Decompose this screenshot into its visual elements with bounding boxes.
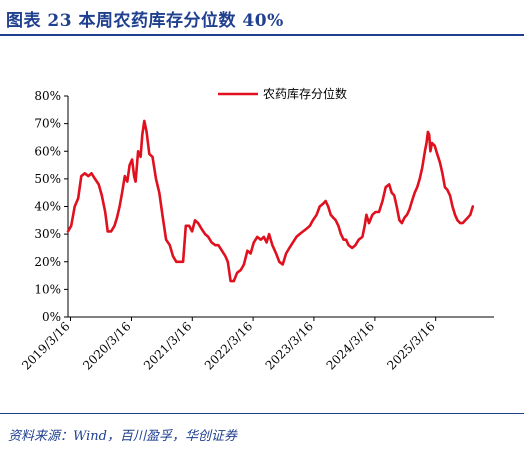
series-line: [66, 119, 475, 283]
y-axis: 0% 10% 20% 30% 40% 50% 60% 70% 80%: [34, 89, 69, 324]
source-note: 资料来源：Wind，百川盈孚，华创证券: [8, 429, 237, 444]
title-divider: [0, 34, 524, 36]
x-tick-label: 2022/3/16: [202, 319, 255, 372]
y-tick-label: 40%: [34, 200, 61, 214]
y-tick-label: 50%: [34, 172, 61, 186]
x-tick-label: 2021/3/16: [141, 319, 194, 372]
x-tick-label: 2023/3/16: [263, 319, 316, 372]
x-tick-label: 2019/3/16: [19, 319, 72, 372]
legend-label: 农药库存分位数: [263, 86, 347, 101]
y-tick-label: 30%: [34, 227, 61, 241]
x-axis: 2019/3/16 2020/3/16 2021/3/16 2022/3/16 2023…: [19, 316, 494, 373]
legend: 农药库存分位数: [218, 86, 347, 101]
y-tick-label: 0%: [42, 310, 61, 324]
x-tick-label: 2025/3/16: [384, 319, 437, 372]
figure-header: 图表 23 本周农药库存分位数 40%: [0, 0, 524, 36]
series-group: [66, 119, 475, 283]
x-tick-label: 2024/3/16: [324, 319, 377, 372]
y-tick-label: 10%: [34, 282, 61, 296]
figure-title: 图表 23 本周农药库存分位数 40%: [6, 11, 284, 31]
y-tick-label: 60%: [34, 144, 61, 158]
footer-divider: [0, 413, 524, 414]
line-chart: 0% 10% 20% 30% 40% 50% 60% 70% 80% 2019/3/16 2020…: [19, 86, 494, 373]
y-tick-label: 70%: [34, 117, 61, 131]
chart-area: 0% 10% 20% 30% 40% 50% 60% 70% 80% 2019/3/16 2020…: [0, 40, 524, 410]
x-tick-label: 2020/3/16: [80, 319, 133, 372]
y-tick-label: 80%: [34, 89, 61, 103]
y-tick-label: 20%: [34, 255, 61, 269]
